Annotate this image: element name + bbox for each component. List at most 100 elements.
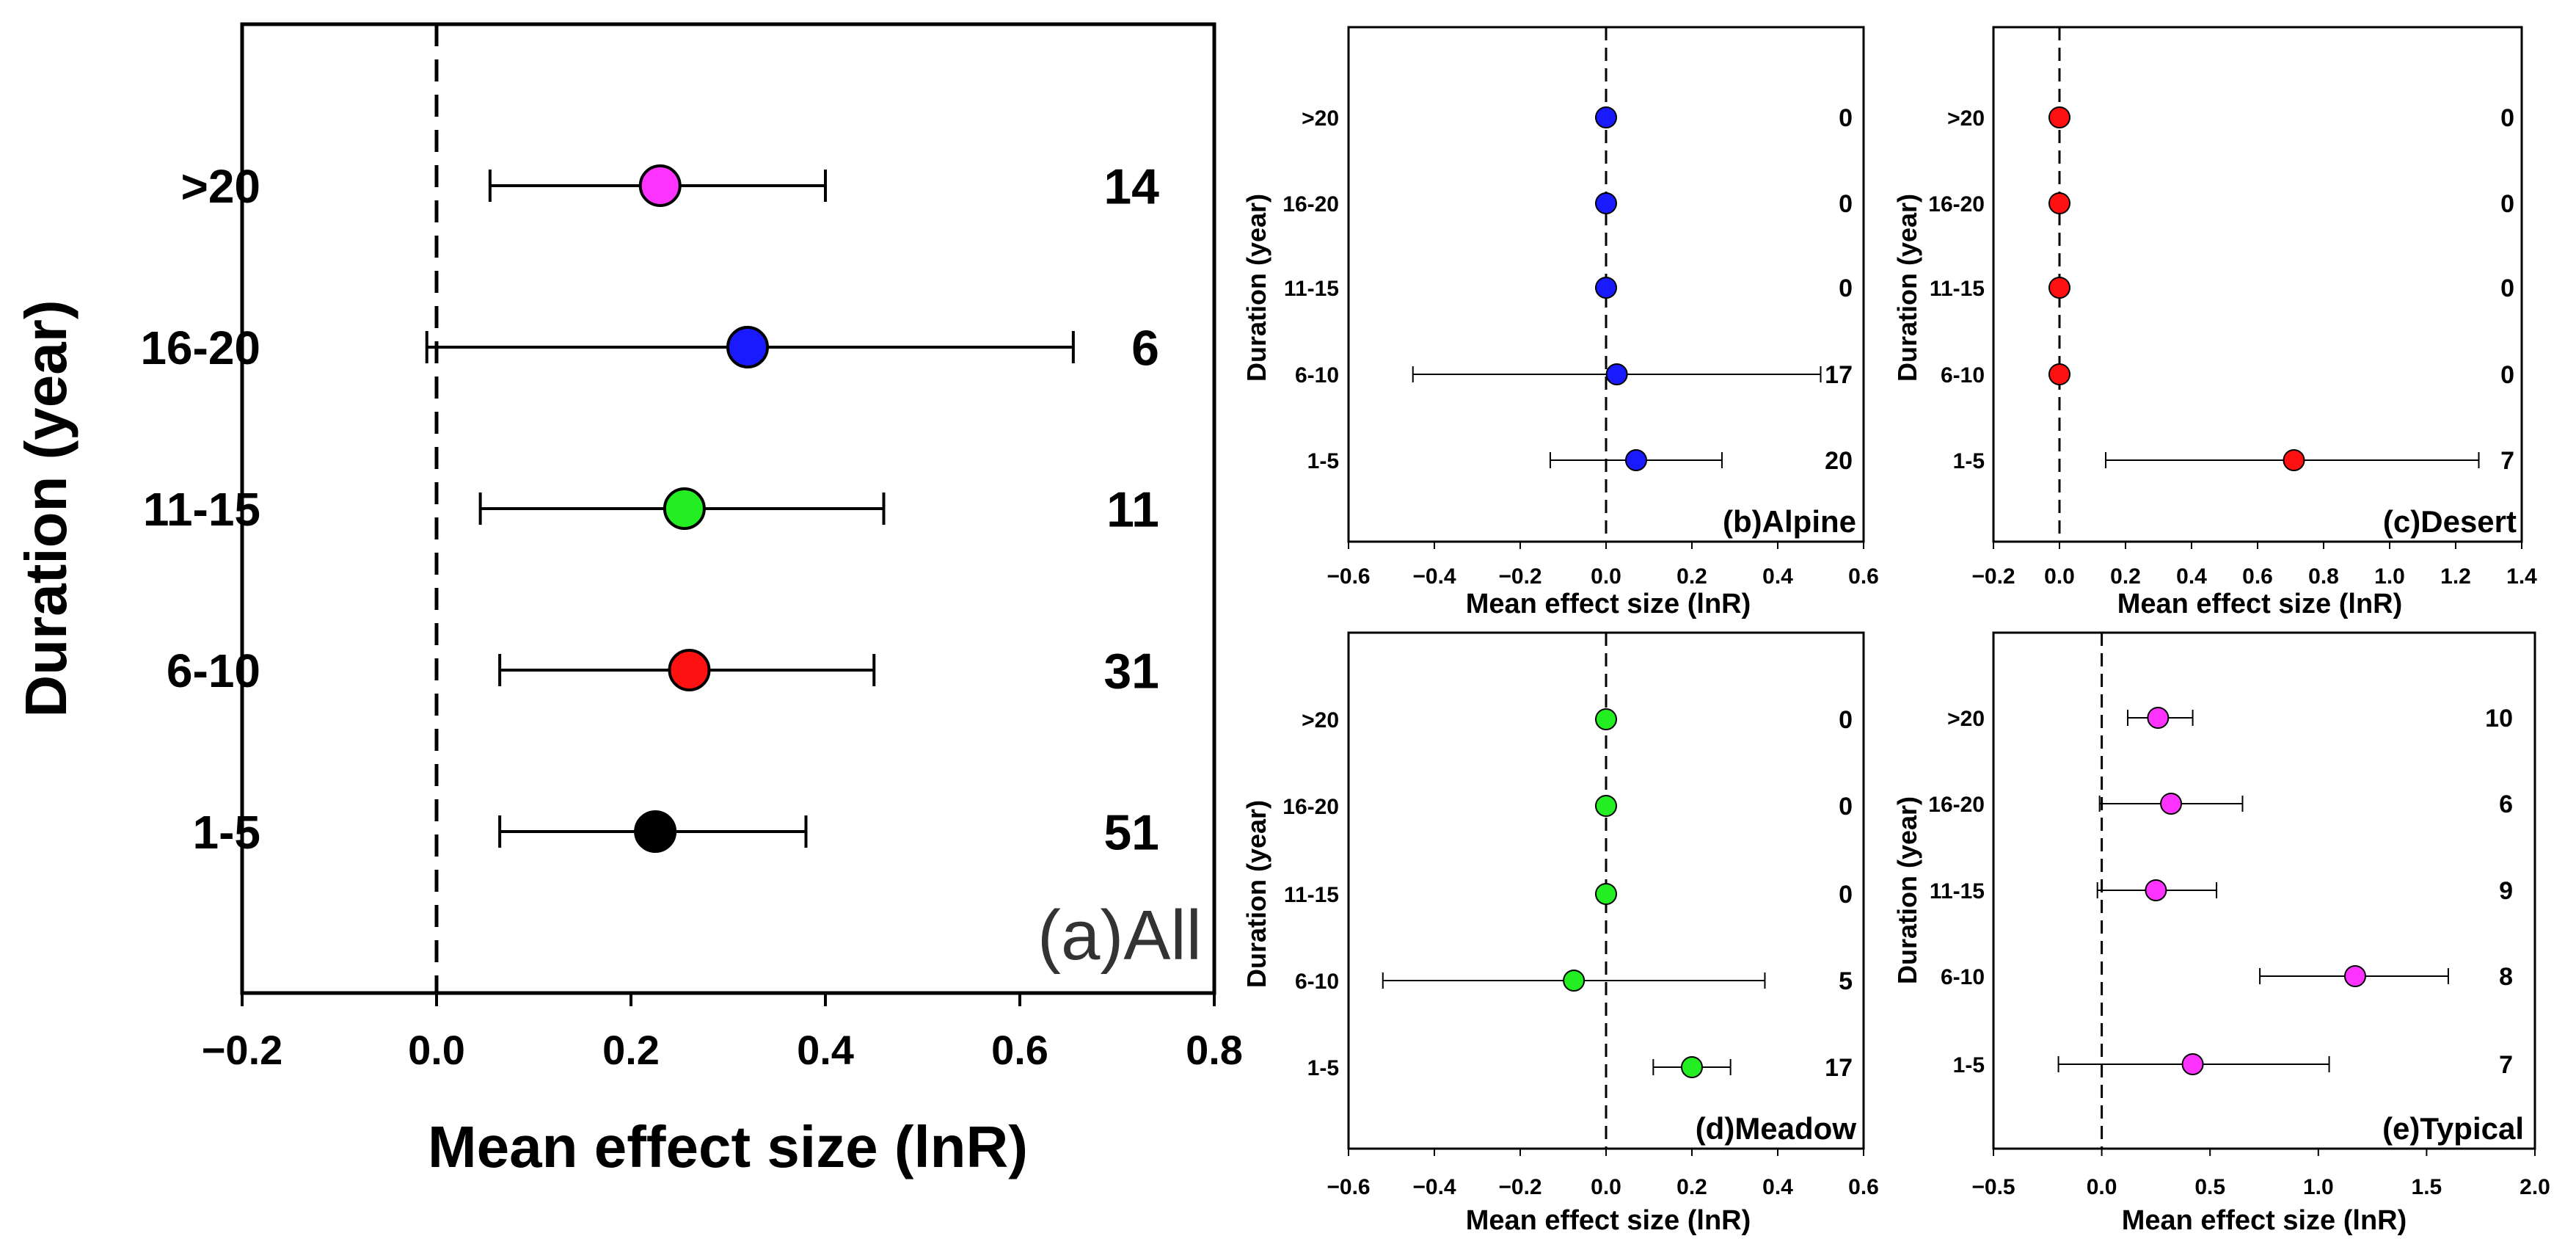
panel-alpine: −0.6 −0.4 −0.2 0.0 0.2 0.4 0.6 >20 0 16-20 0 11-15 0… (1241, 26, 1879, 619)
x-tick-label: −0.2 (1971, 564, 2015, 589)
category-label: 11-15 (143, 483, 260, 536)
mean-point (1595, 192, 1617, 214)
mean-point (1595, 277, 1617, 299)
panel-desert: −0.2 0.0 0.2 0.4 0.6 0.8 1.0 1.2 1.4 >20 0 16-20 0 11… (1892, 26, 2537, 619)
mean-point (2048, 277, 2070, 299)
panel-all: −0.2 0.0 0.2 0.4 0.6 0.8 >20 14 16-20 6 11-15 11 6-1… (13, 22, 1243, 1179)
sample-size-label: 8 (2499, 963, 2513, 991)
category-label: 6-10 (167, 644, 260, 697)
sample-size-label: 11 (1106, 481, 1159, 537)
mean-point (1595, 795, 1617, 817)
x-tick-label: −0.5 (1971, 1175, 2015, 1199)
category-label: >20 (1947, 106, 1985, 131)
x-tick-label: 0.6 (2242, 564, 2273, 589)
x-tick-label: 0.0 (2044, 564, 2075, 589)
x-tick-label: 1.2 (2440, 564, 2471, 589)
x-tick-label: −0.4 (1412, 1175, 1456, 1199)
mean-point (1595, 106, 1617, 128)
category-label: 11-15 (1930, 879, 1985, 903)
category-label: 6-10 (1941, 363, 1985, 388)
category-label: 11-15 (1284, 277, 1339, 301)
x-tick-label: 1.5 (2412, 1175, 2442, 1199)
x-tick-label: 1.4 (2506, 564, 2537, 589)
x-tick-label: 0.8 (1186, 1027, 1243, 1073)
sample-size-label: 10 (2485, 705, 2513, 732)
x-tick-label: −0.2 (202, 1027, 283, 1073)
category-label: 16-20 (140, 321, 260, 374)
mean-point (638, 164, 682, 207)
category-label: 16-20 (1928, 192, 1985, 217)
x-axis-title: Mean effect size (lnR) (428, 1114, 1028, 1179)
sample-size-label: 51 (1103, 804, 1159, 860)
y-axis-title: Duration (year) (1892, 194, 1922, 382)
x-tick-label: 0.0 (2087, 1175, 2117, 1199)
panel-label: (c)Desert (2383, 504, 2517, 539)
x-tick-label: 0.6 (1848, 1175, 1879, 1199)
sample-size-label: 0 (1839, 104, 1853, 132)
x-tick-label: −0.6 (1327, 564, 1370, 589)
mean-point (2048, 363, 2070, 385)
x-tick-label: 2.0 (2520, 1175, 2550, 1199)
x-tick-label: 0.4 (2176, 564, 2207, 589)
mean-point (726, 326, 769, 368)
category-label: 16-20 (1282, 192, 1339, 217)
x-tick-label: 1.0 (2374, 564, 2405, 589)
x-tick-label: 0.2 (1676, 564, 1707, 589)
category-label: 6-10 (1295, 970, 1339, 994)
x-tick-label: 0.0 (1591, 1175, 1621, 1199)
sample-size-label: 7 (2499, 1051, 2513, 1079)
mean-point (1595, 883, 1617, 905)
plot-frame (1992, 631, 2536, 1150)
x-tick-label: 0.5 (2194, 1175, 2225, 1199)
sample-size-label: 0 (2500, 190, 2514, 218)
sample-size-label: 9 (2499, 877, 2513, 905)
x-tick-label: 0.4 (1762, 1175, 1793, 1199)
mean-point (668, 649, 711, 691)
x-tick-label: −0.2 (1498, 1175, 1541, 1199)
sample-size-label: 6 (2499, 790, 2513, 818)
y-axis-title: Duration (year) (13, 300, 79, 718)
sample-size-label: 14 (1103, 159, 1159, 214)
mean-point (2283, 449, 2305, 471)
sample-size-label: 0 (2500, 361, 2514, 389)
category-label: 16-20 (1928, 793, 1985, 817)
sample-size-label: 17 (1825, 1054, 1853, 1082)
sample-size-label: 0 (1839, 793, 1853, 821)
category-label: 1-5 (1953, 1053, 1985, 1077)
plot-frame (1992, 26, 2523, 543)
mean-point (2048, 106, 2070, 128)
category-label: 16-20 (1282, 795, 1339, 819)
x-tick-label: 0.2 (602, 1027, 660, 1073)
panel-label: (d)Meadow (1696, 1111, 1857, 1146)
category-label: >20 (1302, 708, 1339, 732)
x-tick-label: 0.0 (408, 1027, 465, 1073)
sample-size-label: 0 (1839, 190, 1853, 218)
x-tick-label: 0.0 (1591, 564, 1621, 589)
panel-label: (a)All (1037, 896, 1202, 975)
y-axis-title: Duration (year) (1241, 800, 1271, 988)
category-label: 1-5 (193, 806, 261, 859)
category-label: 6-10 (1941, 965, 1985, 989)
mean-point (634, 810, 677, 853)
category-label: 11-15 (1930, 277, 1985, 301)
plot-frame (240, 22, 1216, 995)
sample-size-label: 7 (2500, 447, 2514, 475)
mean-point (1595, 708, 1617, 730)
x-tick-label: −0.6 (1327, 1175, 1370, 1199)
mean-point (1605, 363, 1628, 385)
mean-point (2343, 965, 2366, 987)
mean-point (2145, 879, 2167, 901)
x-tick-label: 0.6 (991, 1027, 1048, 1073)
x-tick-label: 0.2 (2110, 564, 2141, 589)
sample-size-label: 0 (2500, 104, 2514, 132)
panel-label: (e)Typical (2382, 1111, 2524, 1146)
y-axis-title: Duration (year) (1241, 194, 1271, 382)
x-tick-label: 1.0 (2303, 1175, 2334, 1199)
x-tick-label: 0.6 (1848, 564, 1879, 589)
mean-point (2048, 192, 2070, 214)
category-label: >20 (1947, 707, 1985, 731)
sample-size-label: 0 (1839, 881, 1853, 909)
panel-label: (b)Alpine (1723, 504, 1856, 539)
panel-typical: −0.5 0.0 0.5 1.0 1.5 2.0 >20 10 16-20 6 11-15 9 6-10… (1892, 631, 2550, 1236)
